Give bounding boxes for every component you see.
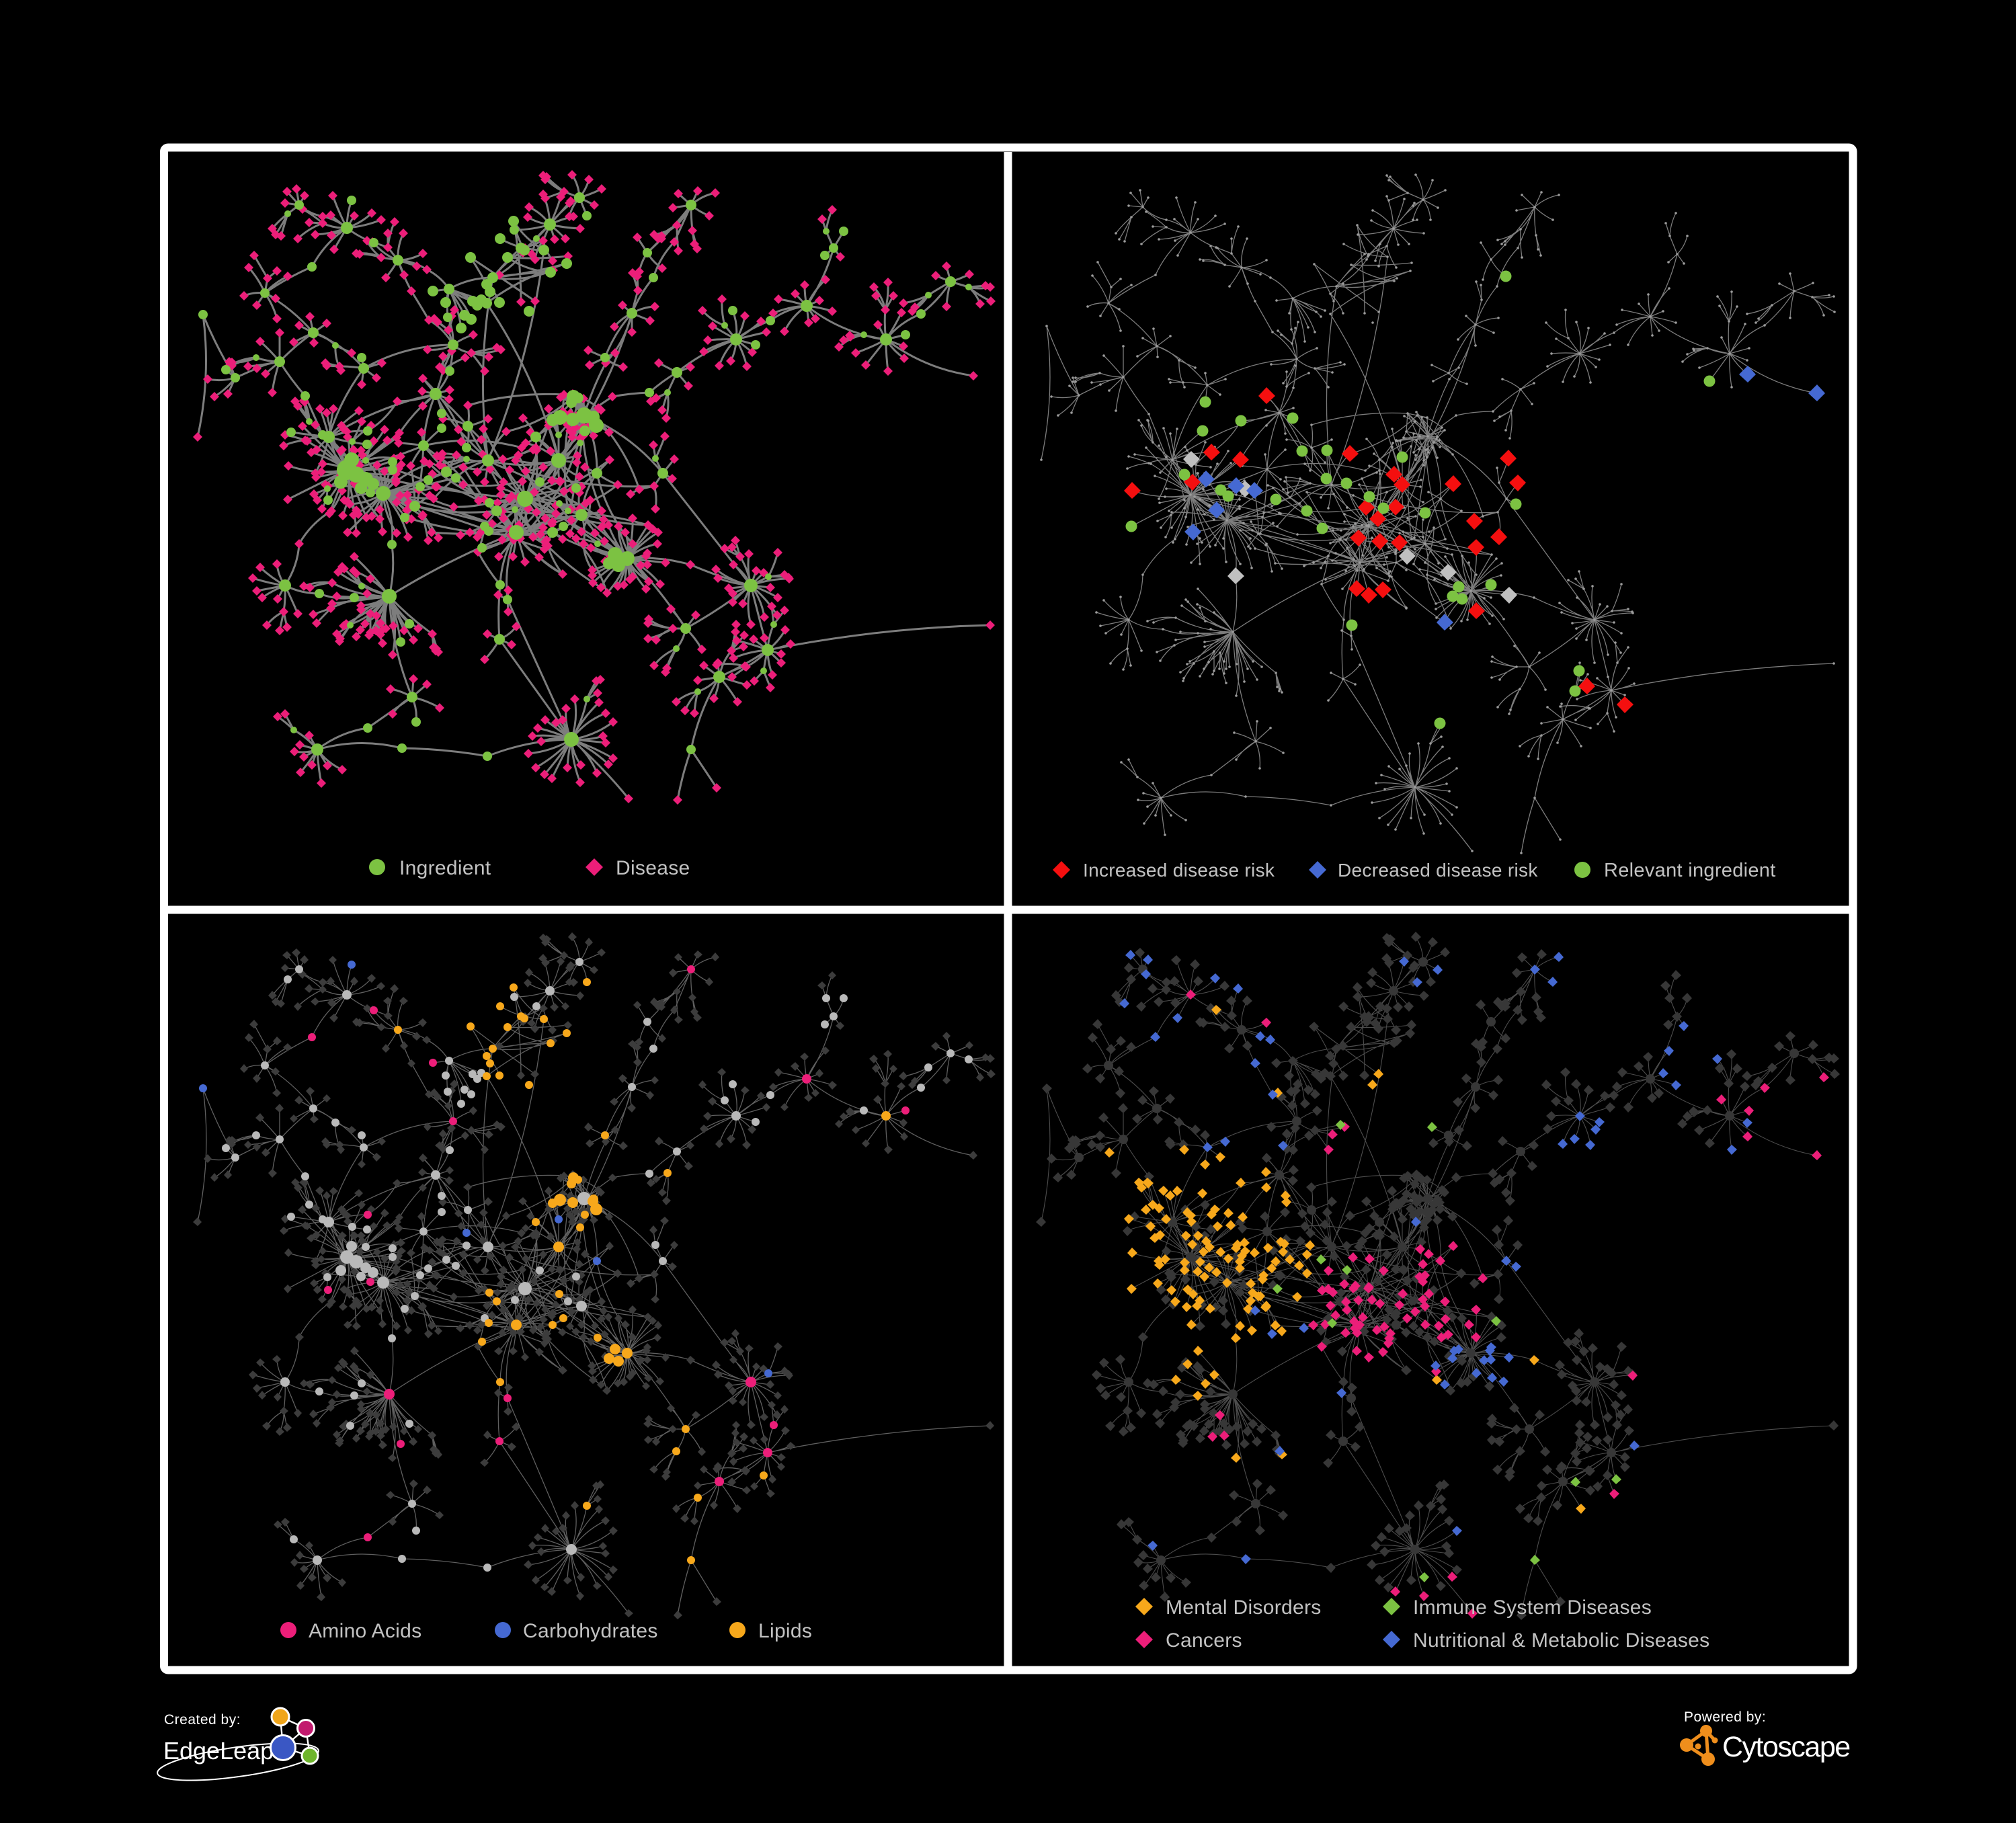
svg-text:Immune System Diseases: Immune System Diseases (1413, 1596, 1652, 1619)
svg-text:Increased disease risk: Increased disease risk (1083, 860, 1275, 881)
svg-text:Mental Disorders: Mental Disorders (1166, 1596, 1322, 1619)
svg-text:Decreased disease risk: Decreased disease risk (1338, 860, 1538, 881)
svg-text:Cancers: Cancers (1166, 1629, 1242, 1652)
svg-text:Powered by:: Powered by: (1684, 1709, 1766, 1725)
svg-text:Amino Acids: Amino Acids (309, 1620, 421, 1642)
svg-text:Nutritional & Metabolic Diseas: Nutritional & Metabolic Diseases (1413, 1629, 1709, 1652)
svg-text:Disease: Disease (616, 857, 690, 879)
svg-text:Created by:: Created by: (164, 1712, 241, 1728)
svg-text:Relevant ingredient: Relevant ingredient (1604, 860, 1776, 881)
svg-text:Ingredient: Ingredient (399, 857, 491, 879)
svg-text:Cytoscape: Cytoscape (1722, 1731, 1850, 1763)
svg-text:Carbohydrates: Carbohydrates (523, 1620, 658, 1642)
svg-text:Lipids: Lipids (758, 1620, 812, 1642)
svg-text:EdgeLeap: EdgeLeap (163, 1737, 274, 1765)
